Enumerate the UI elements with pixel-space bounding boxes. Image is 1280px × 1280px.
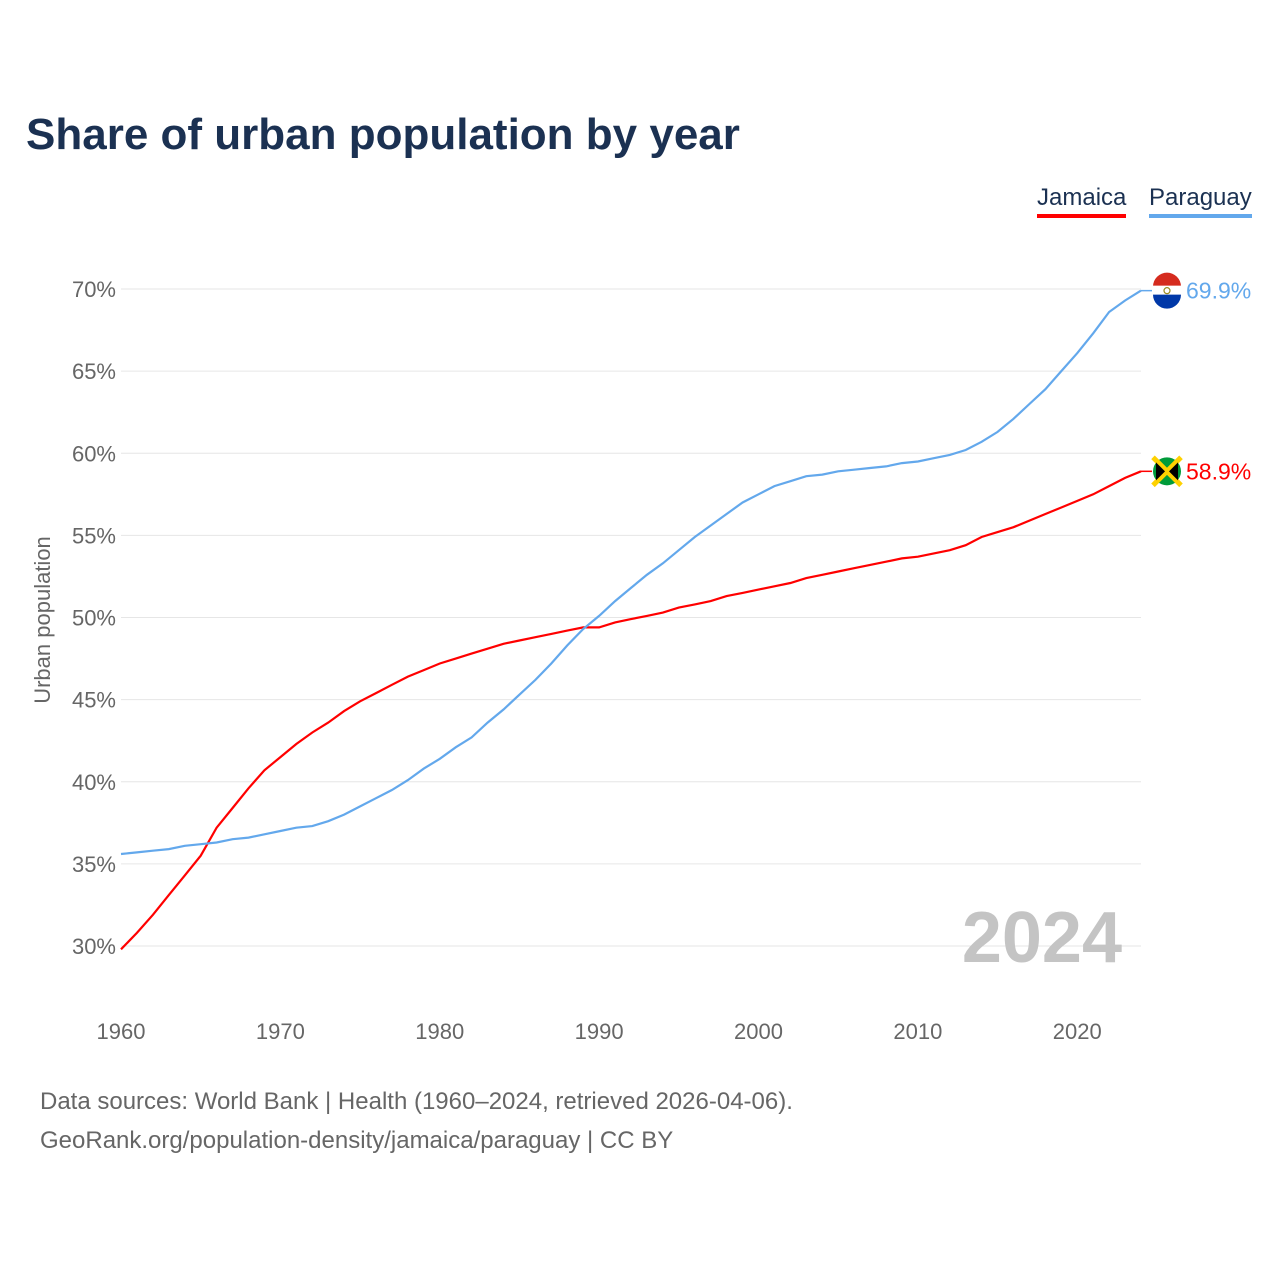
y-tick-label: 60%	[72, 441, 116, 466]
y-axis-label: Urban population	[30, 536, 55, 704]
series-line-paraguay	[120, 289, 1142, 856]
source-line-1: Data sources: World Bank | Health (1960–…	[40, 1088, 793, 1115]
flag-emblem	[1163, 287, 1171, 295]
legend-jamaica[interactable]: Jamaica	[1037, 184, 1127, 218]
source-line-2[interactable]: GeoRank.org/population-density/jamaica/p…	[40, 1127, 674, 1154]
y-tick-label: 70%	[72, 277, 116, 302]
y-tick-label: 50%	[72, 606, 116, 631]
y-tick-label: 65%	[72, 359, 116, 384]
x-tick-label: 2000	[734, 1019, 783, 1044]
flag-saltire	[1151, 455, 1183, 488]
year-watermark: 2024	[962, 898, 1122, 978]
y-tick-label: 40%	[72, 770, 116, 795]
y-tick-label: 30%	[72, 934, 116, 959]
y-tick-label: 45%	[72, 688, 116, 713]
x-tick-label: 2010	[893, 1019, 942, 1044]
series-line-jamaica	[120, 470, 1142, 951]
x-tick-label: 1980	[415, 1019, 464, 1044]
end-value-label: 58.9%	[1186, 458, 1251, 484]
x-tick-label: 1960	[97, 1019, 146, 1044]
flag-white	[1153, 285, 1181, 296]
end-value-label: 69.9%	[1186, 278, 1251, 304]
y-tick-label: 55%	[72, 523, 116, 548]
x-tick-label: 1970	[256, 1019, 305, 1044]
x-tick-label: 1990	[575, 1019, 624, 1044]
legend-paraguay[interactable]: Paraguay	[1149, 184, 1252, 218]
paraguay-flag-icon	[1153, 272, 1181, 287]
chart-title: Share of urban population by year	[26, 110, 740, 159]
x-tick-label: 2020	[1053, 1019, 1102, 1044]
flag-blue	[1153, 294, 1181, 309]
y-tick-label: 35%	[72, 852, 116, 877]
flag-triangles	[1156, 462, 1178, 481]
